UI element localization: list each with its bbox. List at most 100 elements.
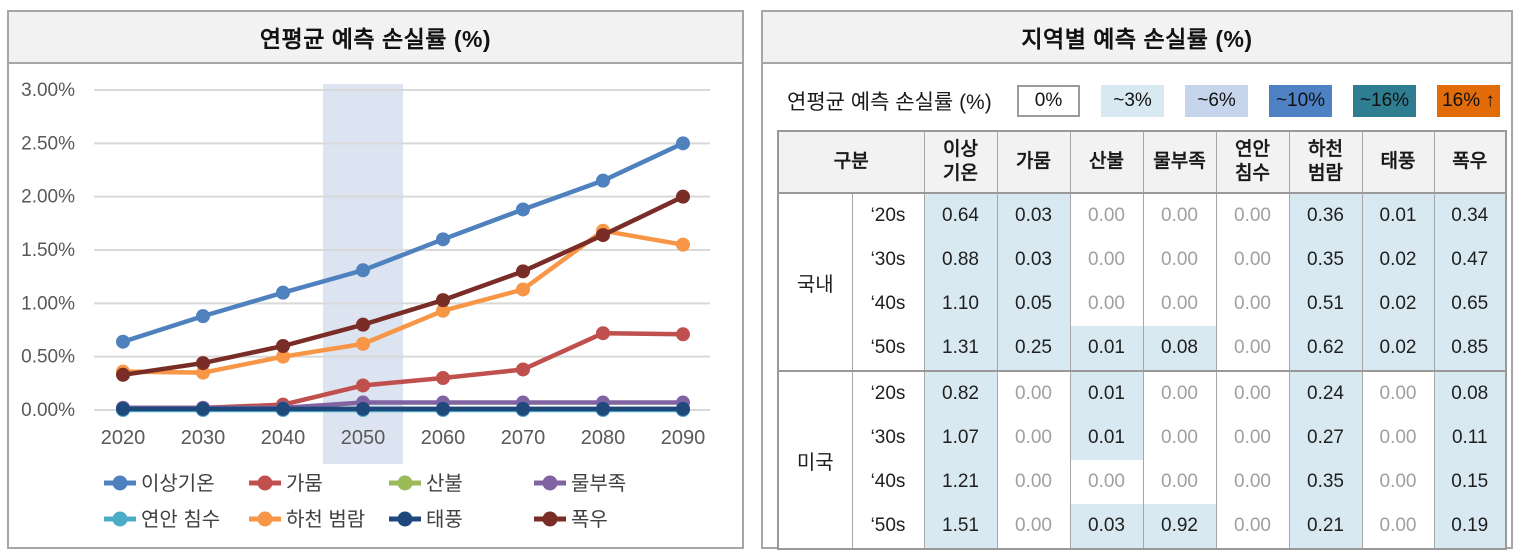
legend-item-label: 물부족 — [571, 473, 626, 495]
table-cell: 0.00 — [1215, 460, 1289, 504]
table-cell: 0.00 — [1142, 238, 1216, 282]
table-column-header: 폭우 — [1433, 131, 1506, 194]
table-cell: 0.00 — [1215, 326, 1289, 371]
series-point — [436, 303, 450, 318]
x-axis-tick-label: 2070 — [501, 427, 546, 449]
legend-marker-dot — [542, 511, 558, 527]
table-cell: 1.21 — [923, 460, 997, 504]
period-label: ‘30s — [851, 416, 924, 460]
legend-bin-4: ~10% — [1269, 85, 1332, 117]
table-cell: 1.31 — [923, 326, 997, 371]
legend-item-label: 산불 — [426, 472, 463, 495]
table-cell: 0.03 — [1069, 504, 1143, 549]
period-label: ‘40s — [851, 282, 924, 326]
table-cell: 0.11 — [1433, 416, 1506, 460]
table-cell: 0.27 — [1288, 416, 1362, 460]
table-cell: 1.07 — [923, 416, 997, 460]
period-label: ‘20s — [851, 370, 924, 416]
x-axis-tick-label: 2050 — [341, 427, 386, 449]
table-cell: 0.01 — [1069, 416, 1143, 460]
table-cell: 0.00 — [1215, 370, 1289, 416]
table-cell: 0.51 — [1288, 282, 1362, 326]
series-point — [436, 371, 450, 385]
series-point — [596, 401, 610, 416]
table-cell: 0.00 — [1142, 416, 1216, 460]
legend-marker-dot — [112, 511, 128, 527]
period-label: ‘20s — [851, 192, 924, 238]
series-point — [116, 401, 130, 416]
series-point — [196, 401, 210, 416]
series-point — [676, 327, 690, 342]
legend-marker-dot — [542, 475, 558, 491]
table-column-header: 가뭄 — [996, 131, 1070, 194]
table-cell: 0.34 — [1433, 192, 1506, 238]
table-cell: 0.00 — [1069, 460, 1143, 504]
table-column-header: 이상 기온 — [923, 131, 997, 194]
series-point — [436, 293, 450, 308]
y-axis-tick-label: 0.50% — [21, 347, 75, 368]
series-point — [356, 336, 370, 351]
table-cell: 0.00 — [996, 416, 1070, 460]
table-cell: 0.02 — [1361, 282, 1434, 326]
series-point — [356, 317, 370, 332]
table-cell: 0.35 — [1288, 238, 1362, 282]
legend-item-label: 하천 범람 — [286, 508, 365, 531]
table-cell: 0.00 — [1069, 238, 1143, 282]
series-point — [116, 334, 130, 349]
table-cell: 0.05 — [996, 282, 1070, 326]
table-cell: 0.00 — [996, 460, 1070, 504]
period-label: ‘30s — [851, 238, 924, 282]
table-cell: 0.25 — [996, 326, 1070, 371]
period-label: ‘40s — [851, 460, 924, 504]
table-column-header: 연안 침수 — [1215, 131, 1289, 194]
table-cell: 0.24 — [1288, 370, 1362, 416]
legend-bin-6: 16% ↑ — [1437, 85, 1500, 117]
series-point — [676, 136, 690, 151]
legend-item-label: 폭우 — [571, 509, 608, 531]
table-cell: 0.00 — [1361, 416, 1434, 460]
series-point — [516, 202, 530, 217]
series-point — [676, 189, 690, 204]
chart-panel-title: 연평균 예측 손실률 (%) — [9, 12, 742, 64]
series-point — [356, 378, 370, 393]
y-axis-tick-label: 2.50% — [21, 133, 75, 154]
table-cell: 0.36 — [1288, 192, 1362, 238]
series-point — [596, 228, 610, 243]
table-cell: 0.01 — [1069, 370, 1143, 416]
series-point — [196, 356, 210, 371]
table-cell: 0.65 — [1433, 282, 1506, 326]
line-chart: 0.00% 0.50% 1.00% 1.50% 2.00% 2.50% 3.00% 2020 2… — [9, 64, 742, 552]
table-cell: 0.03 — [996, 192, 1070, 238]
period-label: ‘50s — [851, 326, 924, 371]
legend-item-label: 태풍 — [426, 508, 463, 531]
color-scale-swatches: 0% ~3% ~6% ~10% ~16% 16% ↑ — [1017, 85, 1500, 117]
series-point — [356, 401, 370, 416]
x-axis-tick-label: 2080 — [581, 427, 626, 449]
table-cell: 0.00 — [1361, 504, 1434, 549]
table-cell: 1.51 — [923, 504, 997, 549]
legend-bin-2: ~3% — [1101, 85, 1164, 117]
table-cell: 0.08 — [1142, 326, 1216, 371]
series-point — [596, 173, 610, 188]
table-cell: 0.62 — [1288, 326, 1362, 371]
table-cell: 0.00 — [1142, 192, 1216, 238]
series-line-폭우 — [120, 194, 686, 378]
x-axis-tick-label: 2020 — [101, 427, 146, 449]
legend-marker-dot — [112, 475, 128, 491]
color-scale-legend: 연평균 예측 손실률 (%) 0% ~3% ~6% ~10% ~16% 16% ↑ — [787, 84, 1500, 118]
table-corner-header: 구분 — [777, 131, 924, 194]
series-point — [516, 362, 530, 377]
legend-item-label: 연안 침수 — [141, 508, 220, 531]
table-cell: 0.00 — [996, 370, 1070, 416]
x-axis-tick-label: 2030 — [181, 427, 226, 449]
legend-item-label: 가뭄 — [286, 472, 323, 495]
series-point — [516, 401, 530, 416]
table-cell: 0.00 — [1142, 460, 1216, 504]
table-cell: 0.01 — [1069, 326, 1143, 371]
table-cell: 1.10 — [923, 282, 997, 326]
table-cell: 0.00 — [1069, 192, 1143, 238]
table-cell: 0.03 — [996, 238, 1070, 282]
series-point — [276, 401, 290, 416]
x-axis-tick-label: 2040 — [261, 427, 306, 449]
series-point — [676, 401, 690, 416]
